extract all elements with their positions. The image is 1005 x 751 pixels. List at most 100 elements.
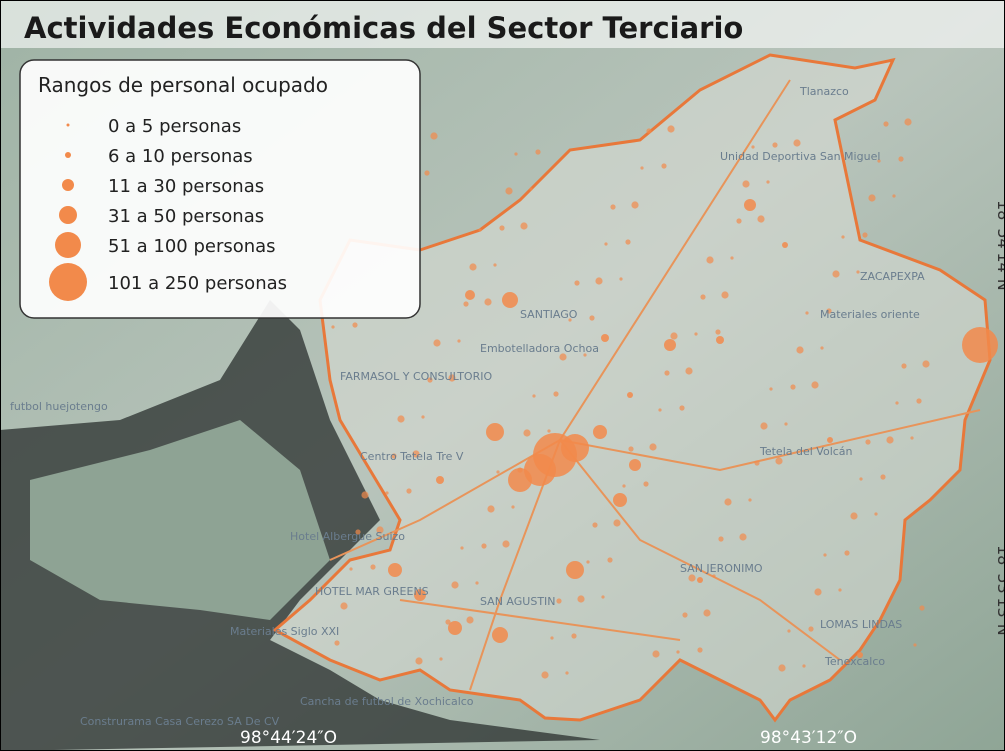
- business-point: [589, 315, 594, 320]
- business-point: [629, 459, 641, 471]
- business-point: [433, 339, 440, 346]
- business-point: [592, 522, 597, 527]
- business-point: [736, 218, 741, 223]
- business-point: [340, 602, 347, 609]
- place-label: Tlanazco: [799, 85, 849, 98]
- place-label: LOMAS LINDAS: [820, 618, 902, 631]
- business-point: [865, 439, 870, 444]
- business-point: [625, 239, 630, 244]
- business-point: [827, 437, 833, 443]
- business-point: [627, 392, 633, 398]
- business-point: [586, 560, 589, 563]
- legend-label: 51 a 100 personas: [108, 236, 276, 257]
- place-label: Tenexcalco: [824, 655, 885, 668]
- business-point: [823, 553, 826, 556]
- business-point: [859, 477, 862, 480]
- business-point: [465, 290, 475, 300]
- legend-symbol: [65, 152, 71, 158]
- business-point: [667, 125, 674, 132]
- business-point: [439, 657, 442, 660]
- business-point: [349, 567, 352, 570]
- place-label: Tetela del Volcán: [759, 445, 853, 458]
- business-point: [460, 546, 463, 549]
- legend-label: 31 a 50 personas: [108, 206, 264, 227]
- place-label: SANTIAGO: [520, 308, 578, 321]
- business-point: [844, 550, 849, 555]
- lat-label: 18°53′13″N: [994, 545, 1005, 636]
- business-point: [757, 215, 764, 222]
- business-point: [622, 484, 625, 487]
- business-point: [628, 446, 633, 451]
- place-label: ZACAPEXPA: [860, 270, 925, 283]
- business-point: [892, 194, 895, 197]
- business-point: [517, 467, 522, 472]
- business-point: [664, 370, 669, 375]
- business-point: [361, 491, 368, 498]
- business-point: [601, 334, 609, 342]
- business-point: [424, 170, 429, 175]
- place-label: SAN AGUSTIN: [480, 595, 556, 608]
- business-point: [631, 201, 638, 208]
- legend-symbol: [62, 179, 74, 191]
- business-point: [577, 595, 584, 602]
- business-point: [553, 391, 558, 396]
- business-point: [566, 561, 584, 579]
- place-label: Hotel Albergue Suizo: [290, 530, 405, 543]
- business-point: [643, 481, 648, 486]
- business-point: [782, 242, 788, 248]
- business-point: [571, 633, 576, 638]
- business-point: [682, 612, 687, 617]
- business-point: [880, 474, 885, 479]
- business-point: [487, 505, 494, 512]
- business-point: [772, 142, 777, 147]
- business-point: [523, 429, 530, 436]
- business-point: [535, 149, 540, 154]
- business-point: [766, 180, 769, 183]
- business-point: [541, 671, 548, 678]
- business-point: [838, 588, 841, 591]
- business-point: [721, 291, 728, 298]
- place-label: HOTEL MAR GREENS: [315, 585, 429, 598]
- legend-symbol: [59, 206, 77, 224]
- business-point: [556, 598, 561, 603]
- business-point: [868, 194, 875, 201]
- business-point: [481, 543, 486, 548]
- business-point: [613, 519, 620, 526]
- legend-label: 6 a 10 personas: [108, 146, 253, 167]
- place-label: Materiales oriente: [820, 308, 920, 321]
- business-point: [703, 609, 710, 616]
- business-point: [724, 498, 731, 505]
- business-point: [685, 367, 692, 374]
- business-point: [886, 436, 893, 443]
- business-point: [445, 619, 450, 624]
- business-point: [486, 423, 504, 441]
- business-point: [790, 384, 795, 389]
- business-point: [469, 263, 476, 270]
- place-label: FARMASOL Y CONSULTORIO: [340, 370, 492, 383]
- business-point: [718, 536, 723, 541]
- business-point: [475, 581, 478, 584]
- business-point: [610, 204, 615, 209]
- business-point: [385, 491, 388, 494]
- business-point: [421, 415, 424, 418]
- business-point: [962, 327, 998, 363]
- business-point: [406, 488, 411, 493]
- legend-symbol: [55, 232, 81, 258]
- business-point: [739, 533, 746, 540]
- business-point: [514, 152, 517, 155]
- business-point: [640, 166, 643, 169]
- business-point: [388, 563, 402, 577]
- place-label: Embotelladora Ochoa: [480, 342, 599, 355]
- business-point: [841, 235, 844, 238]
- business-point: [754, 460, 759, 465]
- business-point: [601, 595, 604, 598]
- business-point: [547, 429, 550, 432]
- business-point: [706, 256, 713, 263]
- business-point: [649, 443, 656, 450]
- place-label: Materiales Siglo XXI: [230, 625, 339, 638]
- business-point: [744, 199, 756, 211]
- business-point: [532, 394, 535, 397]
- lon-label: 98°44′24″O: [240, 728, 337, 748]
- business-point: [922, 360, 929, 367]
- business-point: [502, 292, 518, 308]
